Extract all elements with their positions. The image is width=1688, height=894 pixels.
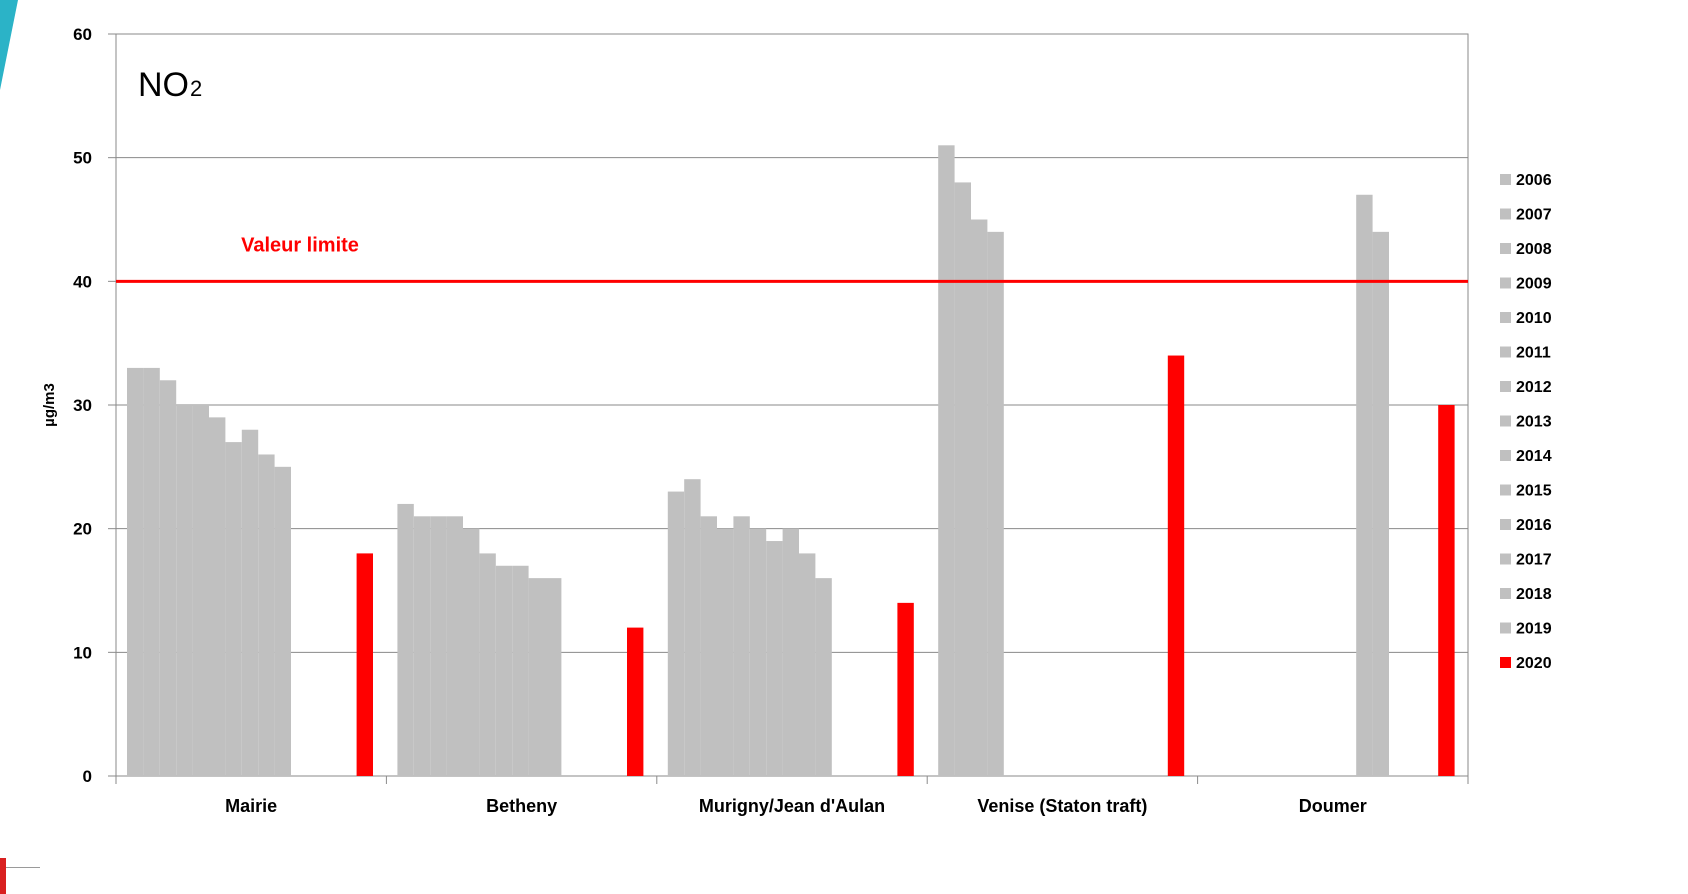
x-category-label: Murigny/Jean d'Aulan [699,796,885,816]
bar-2010-0 [192,405,209,776]
legend-swatch-2010 [1500,312,1511,323]
legend-swatch-2008 [1500,243,1511,254]
legend-swatch-2009 [1500,277,1511,289]
legend-swatch-2012 [1500,381,1511,392]
legend-swatch-2015 [1500,484,1511,496]
x-category-label: Betheny [486,796,557,816]
y-tick-label: 0 [83,767,92,786]
slide-edge-line [0,867,40,868]
bar-2006-1 [397,503,414,776]
x-category-label: Venise (Staton traft) [977,796,1147,816]
bar-2007-1 [413,516,431,776]
bar-2013-2 [782,528,799,776]
legend-label-2013: 2013 [1516,414,1552,431]
bar-2015-0 [274,466,291,776]
bar-2013-1 [512,565,529,776]
bar-2008-1 [430,516,447,776]
bar-2010-2 [733,516,750,776]
legend-label-2017: 2017 [1516,552,1552,569]
bar-2008-3 [971,219,988,776]
bar-2010-1 [463,528,480,776]
legend-label-2012: 2012 [1516,379,1552,396]
legend-label-2014: 2014 [1516,448,1552,465]
x-category-label: Mairie [225,796,277,816]
bar-2020-3 [1167,355,1185,776]
bar-2014-0 [258,454,275,776]
legend-swatch-2011 [1500,346,1511,358]
bar-2008-2 [700,516,717,776]
bar-2007-2 [684,479,701,776]
bar-2020-0 [356,553,373,776]
bar-2020-2 [897,602,914,776]
bar-2007-3 [954,182,971,776]
legend-swatch-2018 [1500,588,1511,599]
legend-label-2020: 2020 [1516,655,1552,672]
y-tick-label: 30 [73,396,92,415]
bar-2014-2 [799,553,816,776]
bar-2009-1 [446,516,463,776]
legend-swatch-2014 [1500,450,1511,461]
legend-swatch-2020 [1500,657,1511,668]
legend-label-2008: 2008 [1516,241,1552,258]
bar-2007-0 [143,367,160,776]
legend-label-2018: 2018 [1516,586,1552,603]
chart-title: NO [138,66,189,104]
legend-label-2011: 2011 [1516,345,1551,362]
bar-2013-0 [241,429,259,776]
legend-label-2007: 2007 [1516,207,1552,224]
y-tick-label: 20 [73,520,92,539]
bar-2012-0 [225,442,242,776]
bar-2015-4 [1356,194,1373,776]
bar-2015-2 [815,578,832,776]
legend-label-2019: 2019 [1516,621,1552,638]
legend-swatch-2013 [1500,415,1511,427]
bar-2015-1 [545,578,562,776]
bar-2011-2 [749,528,767,776]
bar-2016-4 [1372,231,1389,776]
y-tick-label: 50 [73,149,92,168]
y-tick-label: 10 [73,643,92,662]
bar-2006-0 [127,367,144,776]
bar-2009-3 [987,231,1004,776]
bar-2009-0 [176,405,193,776]
legend-swatch-2019 [1500,622,1511,634]
bar-2006-2 [667,491,685,776]
bar-2012-2 [766,541,783,776]
legend-label-2010: 2010 [1516,310,1552,327]
bar-2011-0 [209,417,226,776]
chart-title-subscript: 2 [190,76,202,101]
y-tick-label: 60 [73,25,92,44]
bar-2014-1 [528,578,545,776]
bar-2009-2 [717,528,734,776]
slide-edge-accent [0,0,18,90]
bar-2011-1 [479,553,496,776]
bar-2006-3 [938,145,955,777]
legend-swatch-2017 [1500,553,1511,565]
legend-swatch-2006 [1500,174,1511,185]
legend-swatch-2007 [1500,208,1511,220]
limit-value-label: Valeur limite [241,234,359,256]
legend-label-2006: 2006 [1516,172,1552,189]
bar-2020-1 [627,627,644,776]
bar-2020-4 [1438,405,1455,776]
legend-swatch-2016 [1500,519,1511,530]
y-axis-label: µg/m3 [41,383,58,427]
slide-edge-red-block [0,858,6,894]
legend-label-2009: 2009 [1516,276,1552,293]
bar-2008-0 [159,380,177,776]
legend-label-2016: 2016 [1516,517,1552,534]
x-category-label: Doumer [1299,796,1367,816]
bar-2012-1 [495,565,513,776]
y-tick-label: 40 [73,272,92,291]
legend-label-2015: 2015 [1516,483,1552,500]
